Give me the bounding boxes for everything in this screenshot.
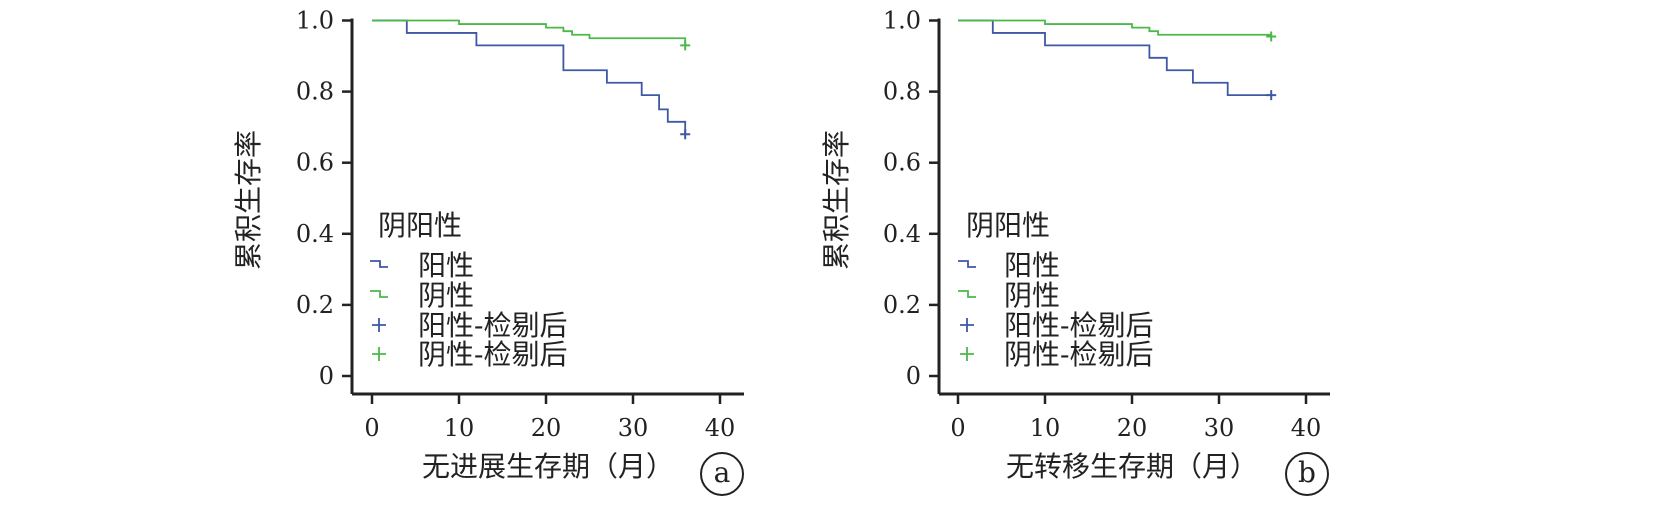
y-axis-title: 累积生存率 xyxy=(232,130,265,270)
censor-mark xyxy=(1266,90,1277,101)
y-axis-title: 累积生存率 xyxy=(820,130,853,270)
legend-cross-icon xyxy=(960,347,974,361)
x-tick-label: 30 xyxy=(1204,414,1235,442)
censor-mark xyxy=(1266,31,1277,42)
legend-cross-icon xyxy=(960,318,974,332)
legend-title: 阴阳性 xyxy=(966,209,1050,242)
x-tick-label: 0 xyxy=(364,414,379,442)
x-axis-title: 无转移生存期（月） xyxy=(1006,450,1258,483)
y-tick-label: 0.6 xyxy=(883,149,921,177)
y-tick-label: 0.2 xyxy=(883,291,921,319)
legend-step-icon xyxy=(370,290,388,298)
x-tick-label: 10 xyxy=(1030,414,1061,442)
panel-label: a xyxy=(714,456,731,489)
y-tick-label: 0.2 xyxy=(296,291,334,319)
x-tick-label: 40 xyxy=(1291,414,1322,442)
censor-mark xyxy=(680,40,691,51)
panel-label: b xyxy=(1298,456,1316,489)
legend-title: 阴阳性 xyxy=(378,209,462,242)
legend-step-icon xyxy=(958,290,976,298)
legend-cross-icon xyxy=(372,318,386,332)
legend-label: 阴性 xyxy=(418,279,474,312)
legend-label: 阳性 xyxy=(1004,249,1060,282)
panel-label-circle xyxy=(700,452,744,496)
x-tick-label: 20 xyxy=(531,414,562,442)
y-tick-label: 1.0 xyxy=(296,7,334,35)
legend-label: 阳性-检剔后 xyxy=(1004,309,1153,342)
survival-curve-0 xyxy=(958,19,1272,97)
panel-label-circle xyxy=(1285,452,1329,496)
censor-mark xyxy=(680,129,691,140)
legend-label: 阴性 xyxy=(1004,279,1060,312)
survival-curve-0 xyxy=(372,19,687,135)
survival-curve-1 xyxy=(958,19,1272,36)
survival-curve-1 xyxy=(372,19,687,46)
legend-step-icon xyxy=(958,260,976,268)
legend-step-icon xyxy=(370,260,388,268)
x-axis-title: 无进展生存期（月） xyxy=(422,450,674,483)
legend-cross-icon xyxy=(372,347,386,361)
x-tick-label: 30 xyxy=(618,414,649,442)
y-tick-label: 0 xyxy=(319,362,334,390)
y-tick-label: 0.4 xyxy=(296,220,334,248)
x-tick-label: 0 xyxy=(950,414,965,442)
legend-label: 阳性 xyxy=(418,249,474,282)
y-tick-label: 0.4 xyxy=(883,220,921,248)
legend-label: 阴性-检剔后 xyxy=(418,338,567,371)
y-tick-label: 0.6 xyxy=(296,149,334,177)
x-tick-label: 40 xyxy=(705,414,736,442)
y-tick-label: 1.0 xyxy=(883,7,921,35)
x-tick-label: 10 xyxy=(444,414,475,442)
y-tick-label: 0.8 xyxy=(883,78,921,106)
legend-label: 阳性-检剔后 xyxy=(418,309,567,342)
y-tick-label: 0.8 xyxy=(296,78,334,106)
legend-label: 阴性-检剔后 xyxy=(1004,338,1153,371)
y-tick-label: 0 xyxy=(906,362,921,390)
x-tick-label: 20 xyxy=(1117,414,1148,442)
